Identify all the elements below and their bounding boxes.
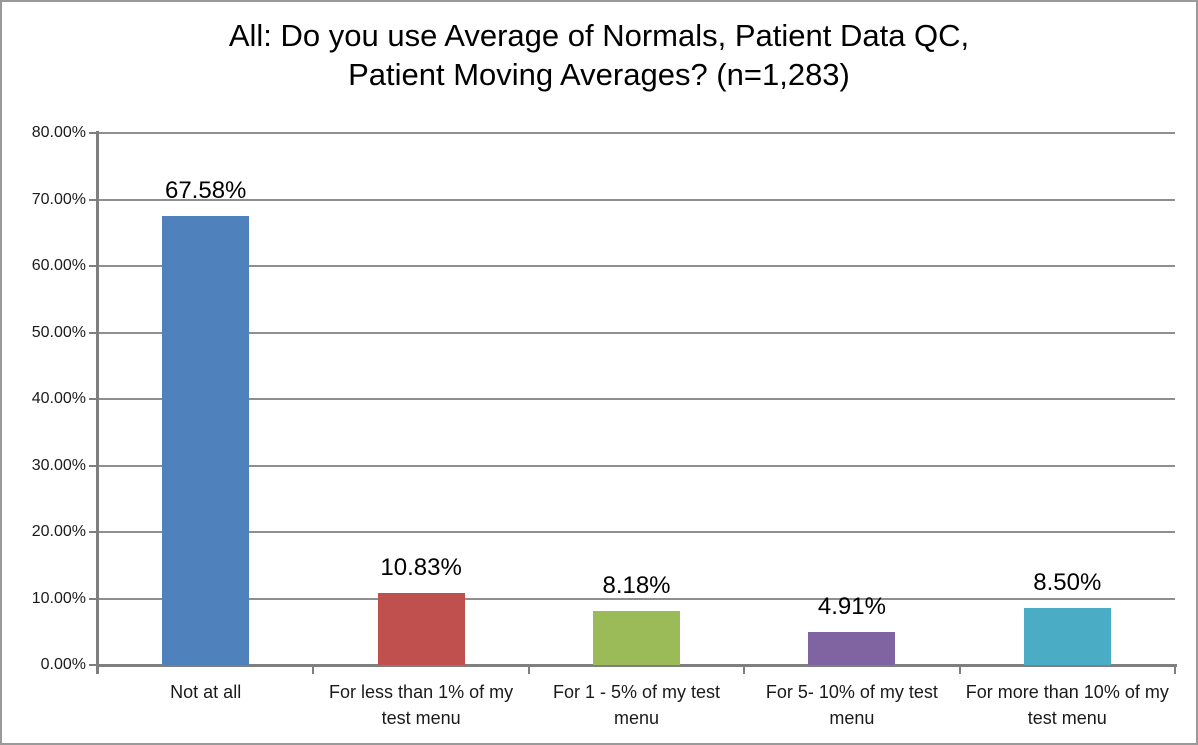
gridline-60 [98, 265, 1175, 267]
x-category-label: Not at all [170, 682, 242, 702]
gridline-20 [98, 531, 1175, 533]
y-tick-label: 60.00% [31, 257, 86, 274]
x-category-label: For 1 - 5% of my test menu [552, 682, 721, 728]
y-tick-mark [89, 531, 98, 533]
y-tick-label: 50.00% [31, 323, 86, 341]
x-axis [96, 664, 1177, 667]
y-tick-label: 70.00% [31, 190, 86, 208]
y-tick-mark [89, 331, 98, 334]
y-tick-label: 30.00% [31, 456, 86, 474]
y-tick-mark [89, 132, 98, 134]
gridline-80 [98, 132, 1175, 134]
gridline-10 [98, 597, 1175, 600]
bar-value-label: 10.83% [380, 553, 462, 581]
gridline-70 [98, 198, 1175, 201]
x-tick-mark [527, 665, 530, 674]
gridline-30 [98, 464, 1175, 467]
y-axis [96, 131, 99, 674]
y-tick-label: 0.00% [40, 656, 86, 673]
bar-value-label: 67.58% [164, 176, 247, 204]
x-category-label: For less than 1% of my test menu [329, 682, 514, 728]
bar-value-label: 8.18% [602, 571, 671, 599]
y-tick-mark [89, 664, 98, 666]
x-tick-mark [743, 665, 746, 674]
x-category-label: For more than 10% of my test menu [965, 682, 1169, 728]
gridline-40 [98, 398, 1175, 400]
bar-5 [1023, 608, 1111, 665]
bar-value-label: 4.91% [817, 593, 886, 621]
x-tick-mark [958, 665, 961, 674]
x-category-label: For 5- 10% of my test menu [765, 682, 938, 728]
y-tick-label: 20.00% [31, 523, 86, 540]
y-tick-label: 80.00% [31, 124, 86, 141]
bar-1 [162, 215, 250, 665]
x-tick-mark [312, 665, 315, 674]
y-tick-label: 10.00% [31, 589, 86, 607]
bar-4 [808, 632, 896, 665]
y-tick-mark [89, 597, 98, 600]
gridline-50 [98, 331, 1175, 334]
bar-3 [593, 610, 680, 665]
chart-title: All: Do you use Average of Normals, Pati… [228, 18, 970, 92]
y-tick-label: 40.00% [31, 390, 86, 407]
x-tick-mark [1174, 665, 1176, 674]
bar-value-label: 8.50% [1033, 569, 1102, 597]
y-tick-mark [89, 464, 98, 467]
x-tick-mark [97, 665, 99, 674]
y-tick-mark [89, 398, 98, 400]
y-tick-mark [89, 198, 98, 201]
y-tick-mark [89, 265, 98, 267]
bar-2 [377, 592, 465, 665]
